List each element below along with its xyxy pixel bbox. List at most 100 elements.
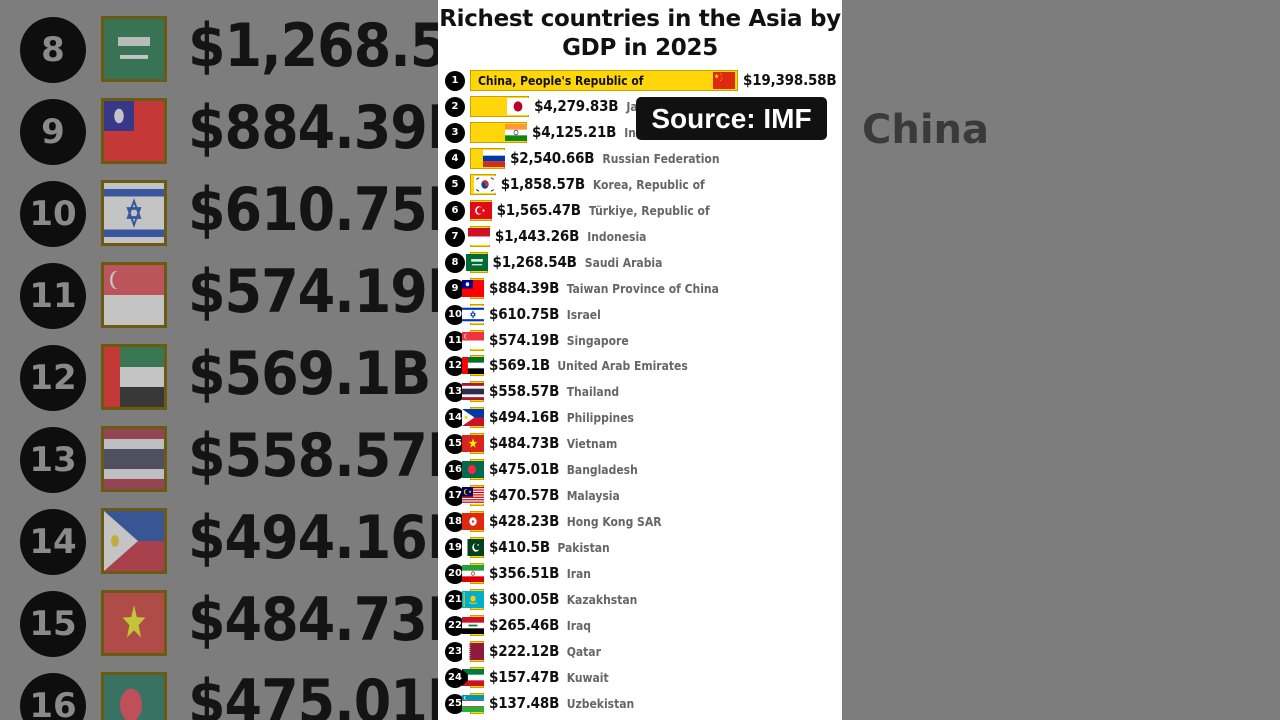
country-label: Indonesia [587,229,647,244]
country-label: United Arab Emirates [557,359,688,374]
gdp-value-label: $4,125.21B [532,122,617,141]
bd-flag-icon [101,672,167,720]
background-rank-badge: 13 [20,427,86,493]
chart-row: 22 $265.46B Iraq [438,614,842,637]
gdp-value-label: $884.39B [489,278,560,297]
chart-row: 3$4,125.21BIndia [438,121,842,144]
gdp-value-label: $428.23B [489,512,560,531]
chart-row: 2$4,279.83BJapan [438,96,842,118]
gdp-value-label: $1,443.26B [494,226,580,245]
pk-flag-icon [462,539,484,557]
gdp-value-label: $265.46B [489,615,560,634]
rank-badge: 22 [445,615,465,636]
rank-badge: 24 [445,667,465,688]
gdp-value-label: $410.5B [489,538,550,557]
background-value-label: $610.75B [188,175,468,245]
background-value-label: $884.39B [188,93,468,163]
chart-row: 17 $470.57B Malaysia [438,485,842,507]
background-row: 13 $558.57B [0,421,1280,509]
gdp-bar: China, People's Republic of [470,70,738,91]
kz-flag-icon [462,591,484,608]
uz-flag-icon [462,694,484,712]
chart-row: 6 $1,565.47B Türkiye, Republic of [438,199,842,222]
id-flag-icon [467,227,490,245]
ae-flag-icon [462,357,484,375]
country-label: Vietnam [566,437,618,452]
rank-badge: 9 [445,278,465,299]
rank-badge: 16 [445,460,465,481]
gdp-value-label: $1,268.54B [492,252,577,271]
kr-flag-icon [473,175,496,193]
background-row: 16 $475.01B [0,667,1280,720]
rank-badge: 19 [445,538,465,559]
country-label: China, People's Republic of [478,74,644,88]
background-value-label: $484.73B [188,585,468,655]
background-rank-badge: 14 [20,509,86,575]
country-label: Singapore [566,333,629,348]
gdp-value-label: $1,565.47B [496,200,581,219]
chart-row: 13 $558.57B Thailand [438,381,842,403]
gdp-value-label: $4,279.83B [534,97,619,115]
background-rank-badge: 9 [20,99,86,165]
sg-flag-icon [101,262,167,328]
background-rank-badge: 12 [20,345,86,411]
gdp-value-label: $574.19B [489,330,560,349]
gdp-value-label: $558.57B [489,382,560,401]
rank-badge: 3 [445,122,465,143]
gdp-value-label: $300.05B [489,590,560,608]
chart-row: 23 $222.12B Qatar [438,640,842,663]
background-value-label: $558.57B [188,421,468,491]
rank-badge: 25 [445,693,465,714]
background-row: 14 $494.16B [0,503,1280,591]
rank-badge: 18 [445,512,465,533]
kw-flag-icon [462,668,484,686]
country-label: Türkiye, Republic of [588,203,710,218]
country-label: Saudi Arabia [584,255,663,270]
iq-flag-icon [462,616,484,634]
rank-badge: 11 [445,330,465,351]
gdp-value-label: $569.1B [489,356,550,375]
country-label: Qatar [566,644,601,659]
country-label: Bangladesh [566,463,638,478]
country-label: Pakistan [557,541,610,556]
country-label: Russian Federation [602,151,720,166]
rank-badge: 1 [445,71,465,91]
country-label: Kuwait [566,670,609,685]
tw-flag-icon [101,98,167,164]
background-rank-badge: 10 [20,181,86,247]
chart-row: 11 $574.19B Singapore [438,329,842,352]
country-label: Iran [566,567,591,581]
chart-row: 15 $484.73B Vietnam [438,433,842,455]
rank-badge: 10 [445,304,465,325]
gdp-value-label: $157.47B [489,667,560,686]
jp-flag-icon [507,98,530,115]
ae-flag-icon [101,344,167,410]
country-label: Iraq [566,618,592,633]
rank-badge: 12 [445,356,465,377]
gdp-value-label: $1,858.57B [500,174,585,193]
rank-badge: 23 [445,641,465,662]
chart-row: 20 $356.51B Iran [438,563,842,585]
rank-badge: 6 [445,200,465,221]
country-label: Taiwan Province of China [566,281,719,296]
chart-row: 16 $475.01B Bangladesh [438,459,842,481]
gdp-value-label: $494.16B [489,408,560,427]
country-label: Thailand [566,385,620,400]
rank-badge: 2 [445,97,465,117]
chart-row: 5 $1,858.57B Korea, Republic of [438,173,842,196]
gdp-value-label: $470.57B [489,486,560,505]
gdp-value-label: $222.12B [489,641,560,660]
background-country-label: China [862,107,990,153]
chart-row: 9 $884.39B Taiwan Province of China [438,277,842,300]
background-row: 9 $884.39B China [0,93,1280,181]
rank-badge: 5 [445,174,465,195]
chart-title: Richest countries in the Asia by GDP in … [439,6,841,61]
sg-flag-icon [462,331,484,349]
rank-badge: 15 [445,434,465,455]
vn-flag-icon [462,435,484,453]
il-flag-icon [462,305,484,323]
chart-row: 12 $569.1B United Arab Emirates [438,355,842,377]
th-flag-icon [462,383,484,401]
country-label: Israel [566,307,601,322]
rank-badge: 21 [445,590,465,610]
